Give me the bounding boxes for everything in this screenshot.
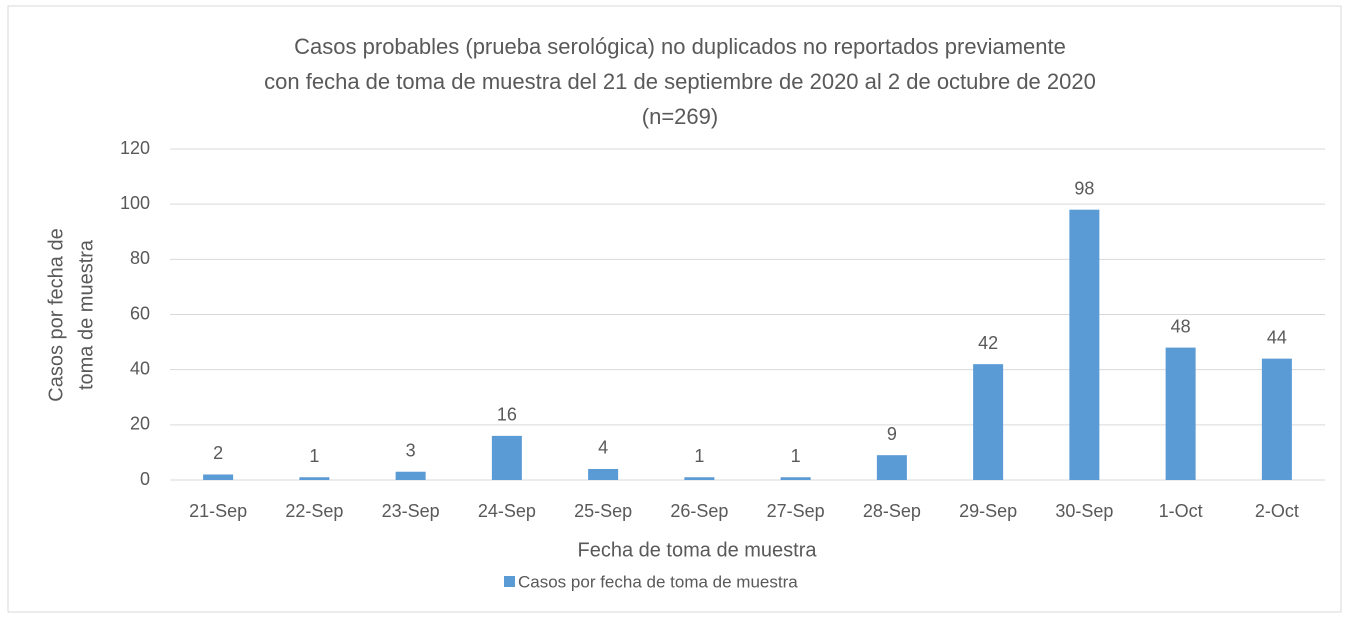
value-label: 4	[598, 438, 608, 458]
x-tick-label: 23-Sep	[382, 501, 440, 521]
value-label: 42	[978, 333, 998, 353]
chart-frame	[7, 5, 1342, 613]
y-tick-label: 120	[120, 138, 150, 158]
bar	[973, 364, 1004, 480]
chart-title: con fecha de toma de muestra del 21 de s…	[264, 69, 1096, 94]
value-label: 1	[694, 446, 704, 466]
value-label: 1	[309, 446, 319, 466]
bar	[395, 471, 426, 480]
y-tick-label: 40	[130, 358, 150, 378]
bar	[299, 477, 330, 480]
value-label: 16	[497, 405, 517, 425]
y-tick-label: 0	[140, 469, 150, 489]
x-tick-label: 1-Oct	[1159, 501, 1203, 521]
bar	[1261, 358, 1292, 480]
x-tick-label: 26-Sep	[670, 501, 728, 521]
chart-title: (n=269)	[642, 104, 718, 129]
y-tick-label: 80	[130, 248, 150, 268]
y-tick-label: 20	[130, 414, 150, 434]
bar	[780, 477, 811, 480]
x-tick-label: 21-Sep	[189, 501, 247, 521]
x-tick-label: 25-Sep	[574, 501, 632, 521]
x-axis-label: Fecha de toma de muestra	[577, 539, 817, 561]
bar	[491, 435, 522, 480]
x-tick-label: 30-Sep	[1055, 501, 1113, 521]
value-label: 3	[406, 440, 416, 460]
legend-label: Casos por fecha de toma de muestra	[518, 572, 798, 591]
bar	[203, 474, 234, 480]
chart-title: Casos probables (prueba serológica) no d…	[294, 34, 1066, 59]
bar	[588, 468, 619, 480]
bar	[1165, 347, 1196, 480]
value-label: 2	[213, 443, 223, 463]
x-tick-label: 2-Oct	[1255, 501, 1299, 521]
x-tick-label: 28-Sep	[863, 501, 921, 521]
y-tick-label: 60	[130, 303, 150, 323]
value-label: 44	[1267, 327, 1287, 347]
bar	[1069, 209, 1100, 480]
bar	[684, 477, 715, 480]
x-tick-label: 22-Sep	[285, 501, 343, 521]
value-label: 1	[791, 446, 801, 466]
y-tick-label: 100	[120, 193, 150, 213]
value-label: 9	[887, 424, 897, 444]
value-label: 48	[1171, 316, 1191, 336]
y-axis-label: Casos por fecha de	[45, 228, 67, 401]
value-label: 98	[1074, 178, 1094, 198]
legend-swatch	[504, 576, 515, 587]
x-tick-label: 29-Sep	[959, 501, 1017, 521]
x-tick-label: 27-Sep	[767, 501, 825, 521]
y-axis-label: toma de muestra	[75, 239, 97, 390]
bar	[876, 455, 907, 480]
x-tick-label: 24-Sep	[478, 501, 536, 521]
